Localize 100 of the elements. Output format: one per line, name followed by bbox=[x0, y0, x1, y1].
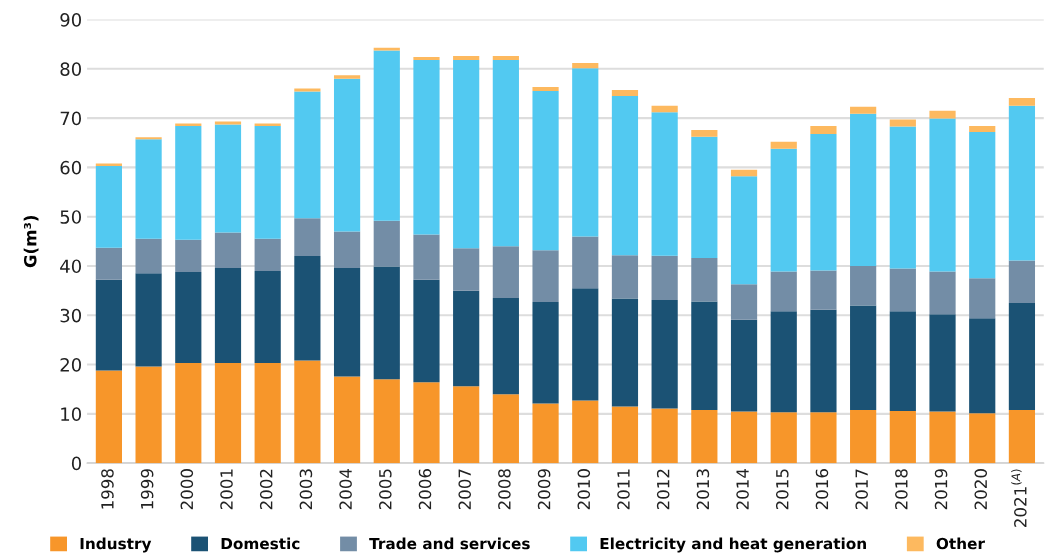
x-tick-label: 2020 bbox=[974, 469, 988, 510]
bar bbox=[611, 90, 639, 96]
bar bbox=[333, 78, 361, 232]
bar bbox=[889, 268, 916, 312]
x-tick-label: 2001 bbox=[220, 469, 233, 510]
bar bbox=[294, 218, 321, 257]
bar bbox=[373, 379, 400, 464]
bar bbox=[611, 95, 639, 256]
bar bbox=[572, 400, 599, 464]
bar bbox=[929, 314, 956, 412]
x-tick-label: 2007 bbox=[458, 469, 472, 510]
bar bbox=[214, 121, 242, 125]
bar bbox=[175, 363, 202, 464]
x-tick-label: 2006 bbox=[418, 469, 432, 510]
bar bbox=[691, 258, 718, 302]
bar bbox=[1008, 97, 1036, 106]
x-tick-label: 2019 bbox=[934, 469, 948, 510]
bar bbox=[810, 270, 837, 310]
bar bbox=[532, 87, 559, 91]
bar bbox=[135, 139, 162, 239]
x-tick-label: 2017 bbox=[855, 469, 868, 510]
bar bbox=[611, 298, 639, 407]
x-tick-label: 2013 bbox=[696, 469, 710, 510]
bar bbox=[492, 394, 519, 464]
y-axis-title: G(m³) bbox=[23, 215, 39, 268]
bar bbox=[492, 246, 519, 299]
bar bbox=[294, 256, 321, 361]
y-tick-label: 20 bbox=[60, 358, 82, 372]
bar bbox=[810, 309, 837, 413]
legend-label: Industry bbox=[80, 537, 152, 553]
bar bbox=[254, 238, 281, 271]
x-tick-label: 2004 bbox=[339, 468, 352, 510]
legend-label: Other bbox=[936, 537, 985, 550]
bar bbox=[929, 110, 956, 119]
bar bbox=[254, 363, 281, 464]
x-tick-label: 2005 bbox=[379, 469, 392, 510]
bar bbox=[691, 136, 718, 259]
bar bbox=[770, 141, 797, 149]
bar bbox=[611, 255, 639, 299]
x-tick-label: 2021$^{(A)}$ bbox=[1011, 469, 1027, 527]
bar bbox=[492, 56, 519, 60]
bar bbox=[214, 267, 242, 364]
bar bbox=[294, 91, 321, 219]
legend-label: Trade and services bbox=[369, 537, 530, 550]
x-tick-label: 2014 bbox=[736, 468, 749, 510]
bar bbox=[929, 271, 956, 315]
bar bbox=[572, 236, 599, 289]
bar bbox=[333, 376, 361, 464]
x-tick-label: 2009 bbox=[537, 469, 551, 510]
bar bbox=[730, 176, 758, 285]
x-tick-label: 2011 bbox=[617, 469, 630, 510]
x-tick-label: 1999 bbox=[140, 469, 154, 509]
y-tick-label: 10 bbox=[61, 407, 82, 421]
bar bbox=[175, 126, 202, 240]
bar bbox=[691, 409, 718, 464]
bar bbox=[770, 412, 797, 464]
bar bbox=[572, 62, 599, 69]
bar bbox=[333, 75, 361, 79]
x-tick-label: 2003 bbox=[299, 469, 313, 510]
y-tick-label: 30 bbox=[60, 308, 82, 323]
bar bbox=[770, 311, 797, 413]
bar bbox=[730, 169, 758, 177]
bar bbox=[651, 105, 678, 113]
bar bbox=[373, 266, 400, 380]
x-tick-label: 2002 bbox=[259, 469, 273, 510]
bar bbox=[1008, 409, 1036, 464]
y-tick-label: 70 bbox=[60, 111, 82, 126]
bar bbox=[532, 91, 559, 251]
bar bbox=[929, 411, 956, 464]
bar bbox=[492, 59, 519, 247]
bar bbox=[135, 238, 162, 274]
bar bbox=[373, 50, 400, 221]
bar bbox=[730, 411, 758, 464]
bar bbox=[850, 265, 877, 306]
bar bbox=[770, 271, 797, 312]
bar bbox=[413, 56, 440, 60]
y-tick-label: 50 bbox=[60, 210, 82, 224]
bar bbox=[770, 148, 797, 272]
bar bbox=[492, 298, 519, 395]
x-tick-label: 2000 bbox=[180, 469, 194, 510]
x-tick-label: 1998 bbox=[101, 469, 114, 509]
bar bbox=[1008, 260, 1036, 303]
bar bbox=[413, 279, 440, 383]
bar bbox=[413, 234, 440, 280]
bar bbox=[651, 112, 678, 256]
bar bbox=[1008, 302, 1036, 410]
y-tick-label: 80 bbox=[60, 62, 82, 76]
bar bbox=[969, 131, 996, 279]
bar bbox=[1008, 105, 1036, 261]
bar bbox=[254, 270, 281, 364]
x-tick-label: 2016 bbox=[815, 469, 829, 510]
bar bbox=[532, 301, 559, 404]
bar bbox=[889, 311, 916, 411]
bar bbox=[175, 271, 202, 364]
bar bbox=[889, 410, 916, 464]
bar bbox=[413, 382, 440, 464]
bar bbox=[532, 403, 559, 464]
bar bbox=[95, 165, 122, 248]
bar bbox=[294, 360, 321, 464]
bar bbox=[95, 247, 122, 280]
